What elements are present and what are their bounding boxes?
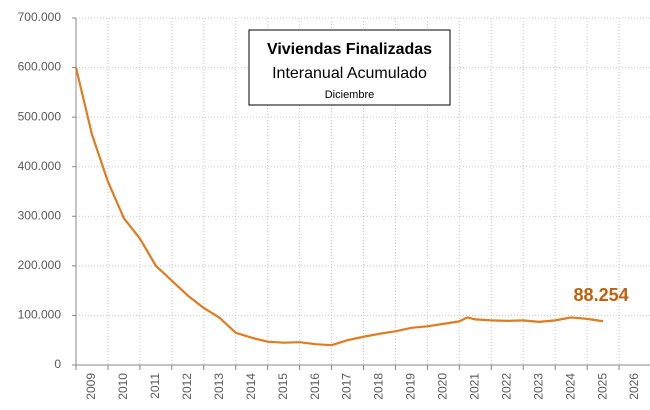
x-tick-label: 2009 — [84, 373, 98, 400]
x-tick-label: 2019 — [404, 373, 418, 400]
y-tick-label: 0 — [54, 357, 61, 371]
x-tick-label: 2014 — [244, 373, 258, 400]
chart-note: Diciembre — [325, 89, 375, 101]
x-tick-label: 2011 — [148, 373, 162, 399]
x-tick-label: 2024 — [563, 373, 577, 400]
y-tick-label: 100.000 — [18, 308, 62, 322]
y-tick-label: 500.000 — [18, 109, 62, 123]
x-tick-label: 2022 — [499, 373, 513, 400]
chart-title: Viviendas Finalizadas — [267, 41, 432, 58]
x-tick-label: 2025 — [595, 373, 609, 400]
x-tick-label: 2017 — [340, 373, 354, 400]
x-tick-label: 2010 — [116, 373, 130, 400]
x-tick-label: 2015 — [276, 373, 290, 400]
y-tick-label: 700.000 — [18, 10, 62, 24]
line-series — [74, 67, 604, 347]
x-tick-label: 2020 — [436, 373, 450, 400]
x-tick-label: 2018 — [372, 373, 386, 400]
y-tick-label: 400.000 — [18, 159, 62, 173]
chart-subtitle: Interanual Acumulado — [272, 65, 427, 82]
title-box — [248, 29, 451, 106]
x-tick-label: 2012 — [180, 373, 194, 400]
value-label: 88.254 — [574, 285, 629, 305]
x-tick-label: 2023 — [531, 373, 545, 400]
x-tick-label: 2021 — [467, 373, 481, 400]
x-tick-label: 2016 — [308, 373, 322, 400]
x-tick-label: 2026 — [627, 373, 641, 400]
y-tick-label: 200.000 — [18, 258, 62, 272]
y-tick-label: 300.000 — [18, 208, 62, 222]
x-tick-label: 2013 — [212, 373, 226, 400]
y-tick-label: 600.000 — [18, 60, 62, 74]
